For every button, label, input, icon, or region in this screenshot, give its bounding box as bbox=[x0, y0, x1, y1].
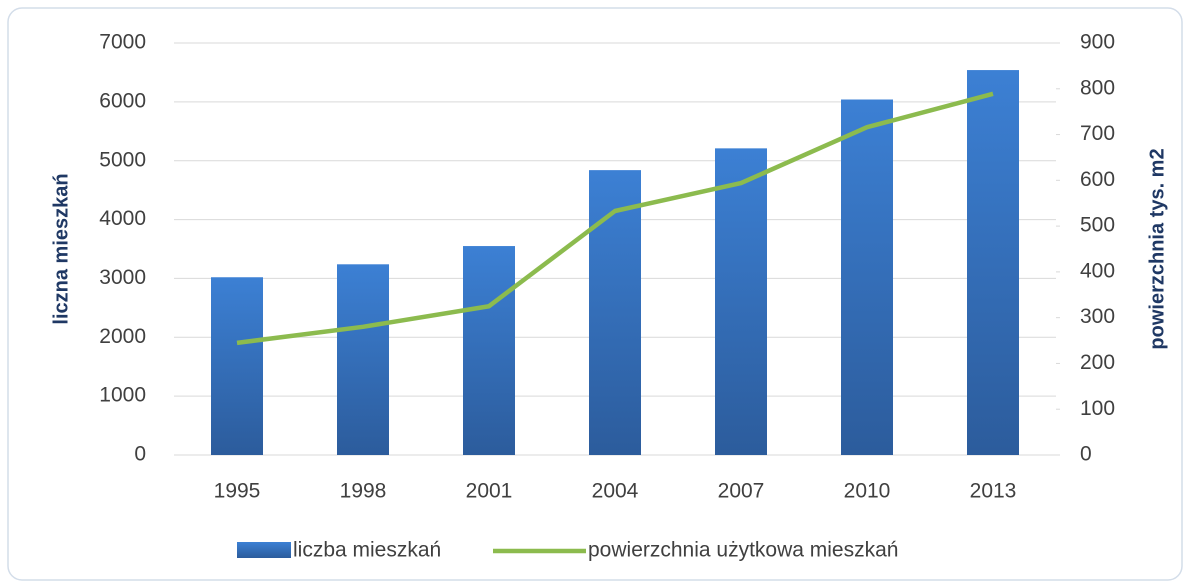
x-tick-label: 2013 bbox=[970, 480, 1017, 503]
bar bbox=[841, 99, 893, 455]
y2-tick-label: 100 bbox=[1080, 397, 1115, 420]
y2-tick-label: 500 bbox=[1080, 214, 1115, 237]
y-tick-label: 4000 bbox=[99, 207, 146, 230]
bar bbox=[589, 170, 641, 456]
y2-tick-label: 300 bbox=[1080, 305, 1115, 328]
y-tick-label: 3000 bbox=[99, 266, 146, 289]
y-axis-title: liczna mieszkań bbox=[50, 173, 72, 324]
bar bbox=[337, 264, 389, 455]
legend-swatch bbox=[237, 542, 291, 558]
y2-tick-label: 700 bbox=[1080, 122, 1115, 145]
y-tick-label: 6000 bbox=[99, 89, 146, 112]
y2-axis-title: powierzchnia tys. m2 bbox=[1146, 148, 1168, 349]
x-tick-label: 1995 bbox=[214, 480, 261, 503]
y-tick-label: 2000 bbox=[99, 325, 146, 348]
bar bbox=[715, 148, 767, 455]
y2-tick-label: 600 bbox=[1080, 168, 1115, 191]
y2-tick-label: 400 bbox=[1080, 259, 1115, 282]
bar bbox=[967, 70, 1019, 456]
x-tick-label: 2010 bbox=[844, 480, 891, 503]
legend-label: powierzchnia użytkowa mieszkań bbox=[588, 539, 898, 562]
y-tick-label: 7000 bbox=[99, 31, 146, 54]
y2-tick-label: 800 bbox=[1080, 76, 1115, 99]
legend-label: liczba mieszkań bbox=[293, 539, 441, 562]
y-tick-label: 0 bbox=[134, 443, 146, 466]
bar bbox=[211, 277, 263, 455]
y-tick-label: 1000 bbox=[99, 384, 146, 407]
y2-tick-label: 200 bbox=[1080, 351, 1115, 374]
y2-tick-label: 0 bbox=[1080, 443, 1092, 466]
x-tick-label: 2007 bbox=[718, 480, 765, 503]
x-tick-label: 2001 bbox=[466, 480, 513, 503]
y-tick-label: 5000 bbox=[99, 148, 146, 171]
bar bbox=[463, 246, 515, 455]
x-tick-label: 2004 bbox=[592, 480, 639, 503]
line bbox=[236, 91, 994, 346]
y2-tick-label: 900 bbox=[1080, 31, 1115, 54]
x-tick-label: 1998 bbox=[340, 480, 387, 503]
